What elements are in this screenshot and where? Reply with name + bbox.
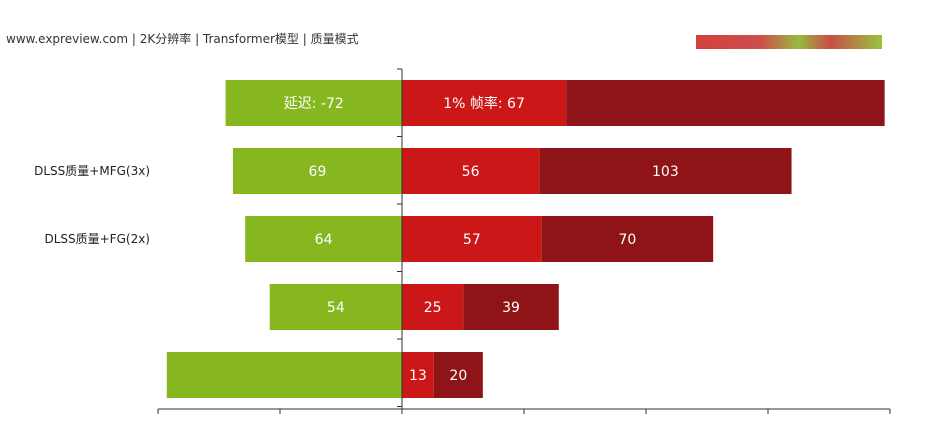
bar-latency bbox=[269, 284, 402, 330]
bar-1pct-fps-label: 1% 帧率: 67 bbox=[443, 95, 525, 112]
bar-1pct-fps bbox=[402, 148, 540, 194]
legend-color-strip bbox=[696, 35, 882, 49]
bar-1pct-fps-label: 56 bbox=[462, 164, 480, 180]
bar-latency bbox=[232, 148, 402, 194]
bar-avg-fps bbox=[541, 216, 714, 262]
bar-1pct-fps-label: 25 bbox=[424, 300, 442, 316]
bar-avg-fps-label: 70 bbox=[618, 232, 636, 248]
bar-avg-fps bbox=[566, 80, 885, 126]
bar-latency-label: 延迟: -72 bbox=[284, 96, 344, 112]
bar-1pct-fps-label: 13 bbox=[409, 368, 427, 384]
bar-latency-label: 69 bbox=[309, 164, 327, 180]
bar-avg-fps bbox=[463, 284, 559, 330]
bar-avg-fps bbox=[433, 352, 483, 398]
bar-latency bbox=[245, 216, 402, 262]
category-label: DLSS质量+FG(2x) bbox=[44, 232, 150, 246]
bar-latency bbox=[225, 80, 402, 126]
bar-1pct-fps bbox=[402, 80, 567, 126]
bar-avg-fps-label: 20 bbox=[449, 368, 467, 384]
bar-avg-fps-label: 103 bbox=[652, 164, 679, 180]
bar-latency-label: 54 bbox=[327, 300, 345, 316]
bar-latency-label: 64 bbox=[315, 232, 333, 248]
bar-1pct-fps bbox=[402, 352, 434, 398]
bar-avg-fps-label: 39 bbox=[502, 300, 520, 316]
bar-1pct-fps-label: 57 bbox=[463, 232, 481, 248]
chart-caption: www.expreview.com | 2K分辨率 | Transformer模… bbox=[6, 32, 359, 46]
bar-latency bbox=[166, 352, 402, 398]
bar-1pct-fps bbox=[402, 216, 542, 262]
bar-1pct-fps bbox=[402, 284, 464, 330]
category-label: DLSS质量+MFG(3x) bbox=[34, 164, 150, 178]
bar-avg-fps bbox=[539, 148, 792, 194]
